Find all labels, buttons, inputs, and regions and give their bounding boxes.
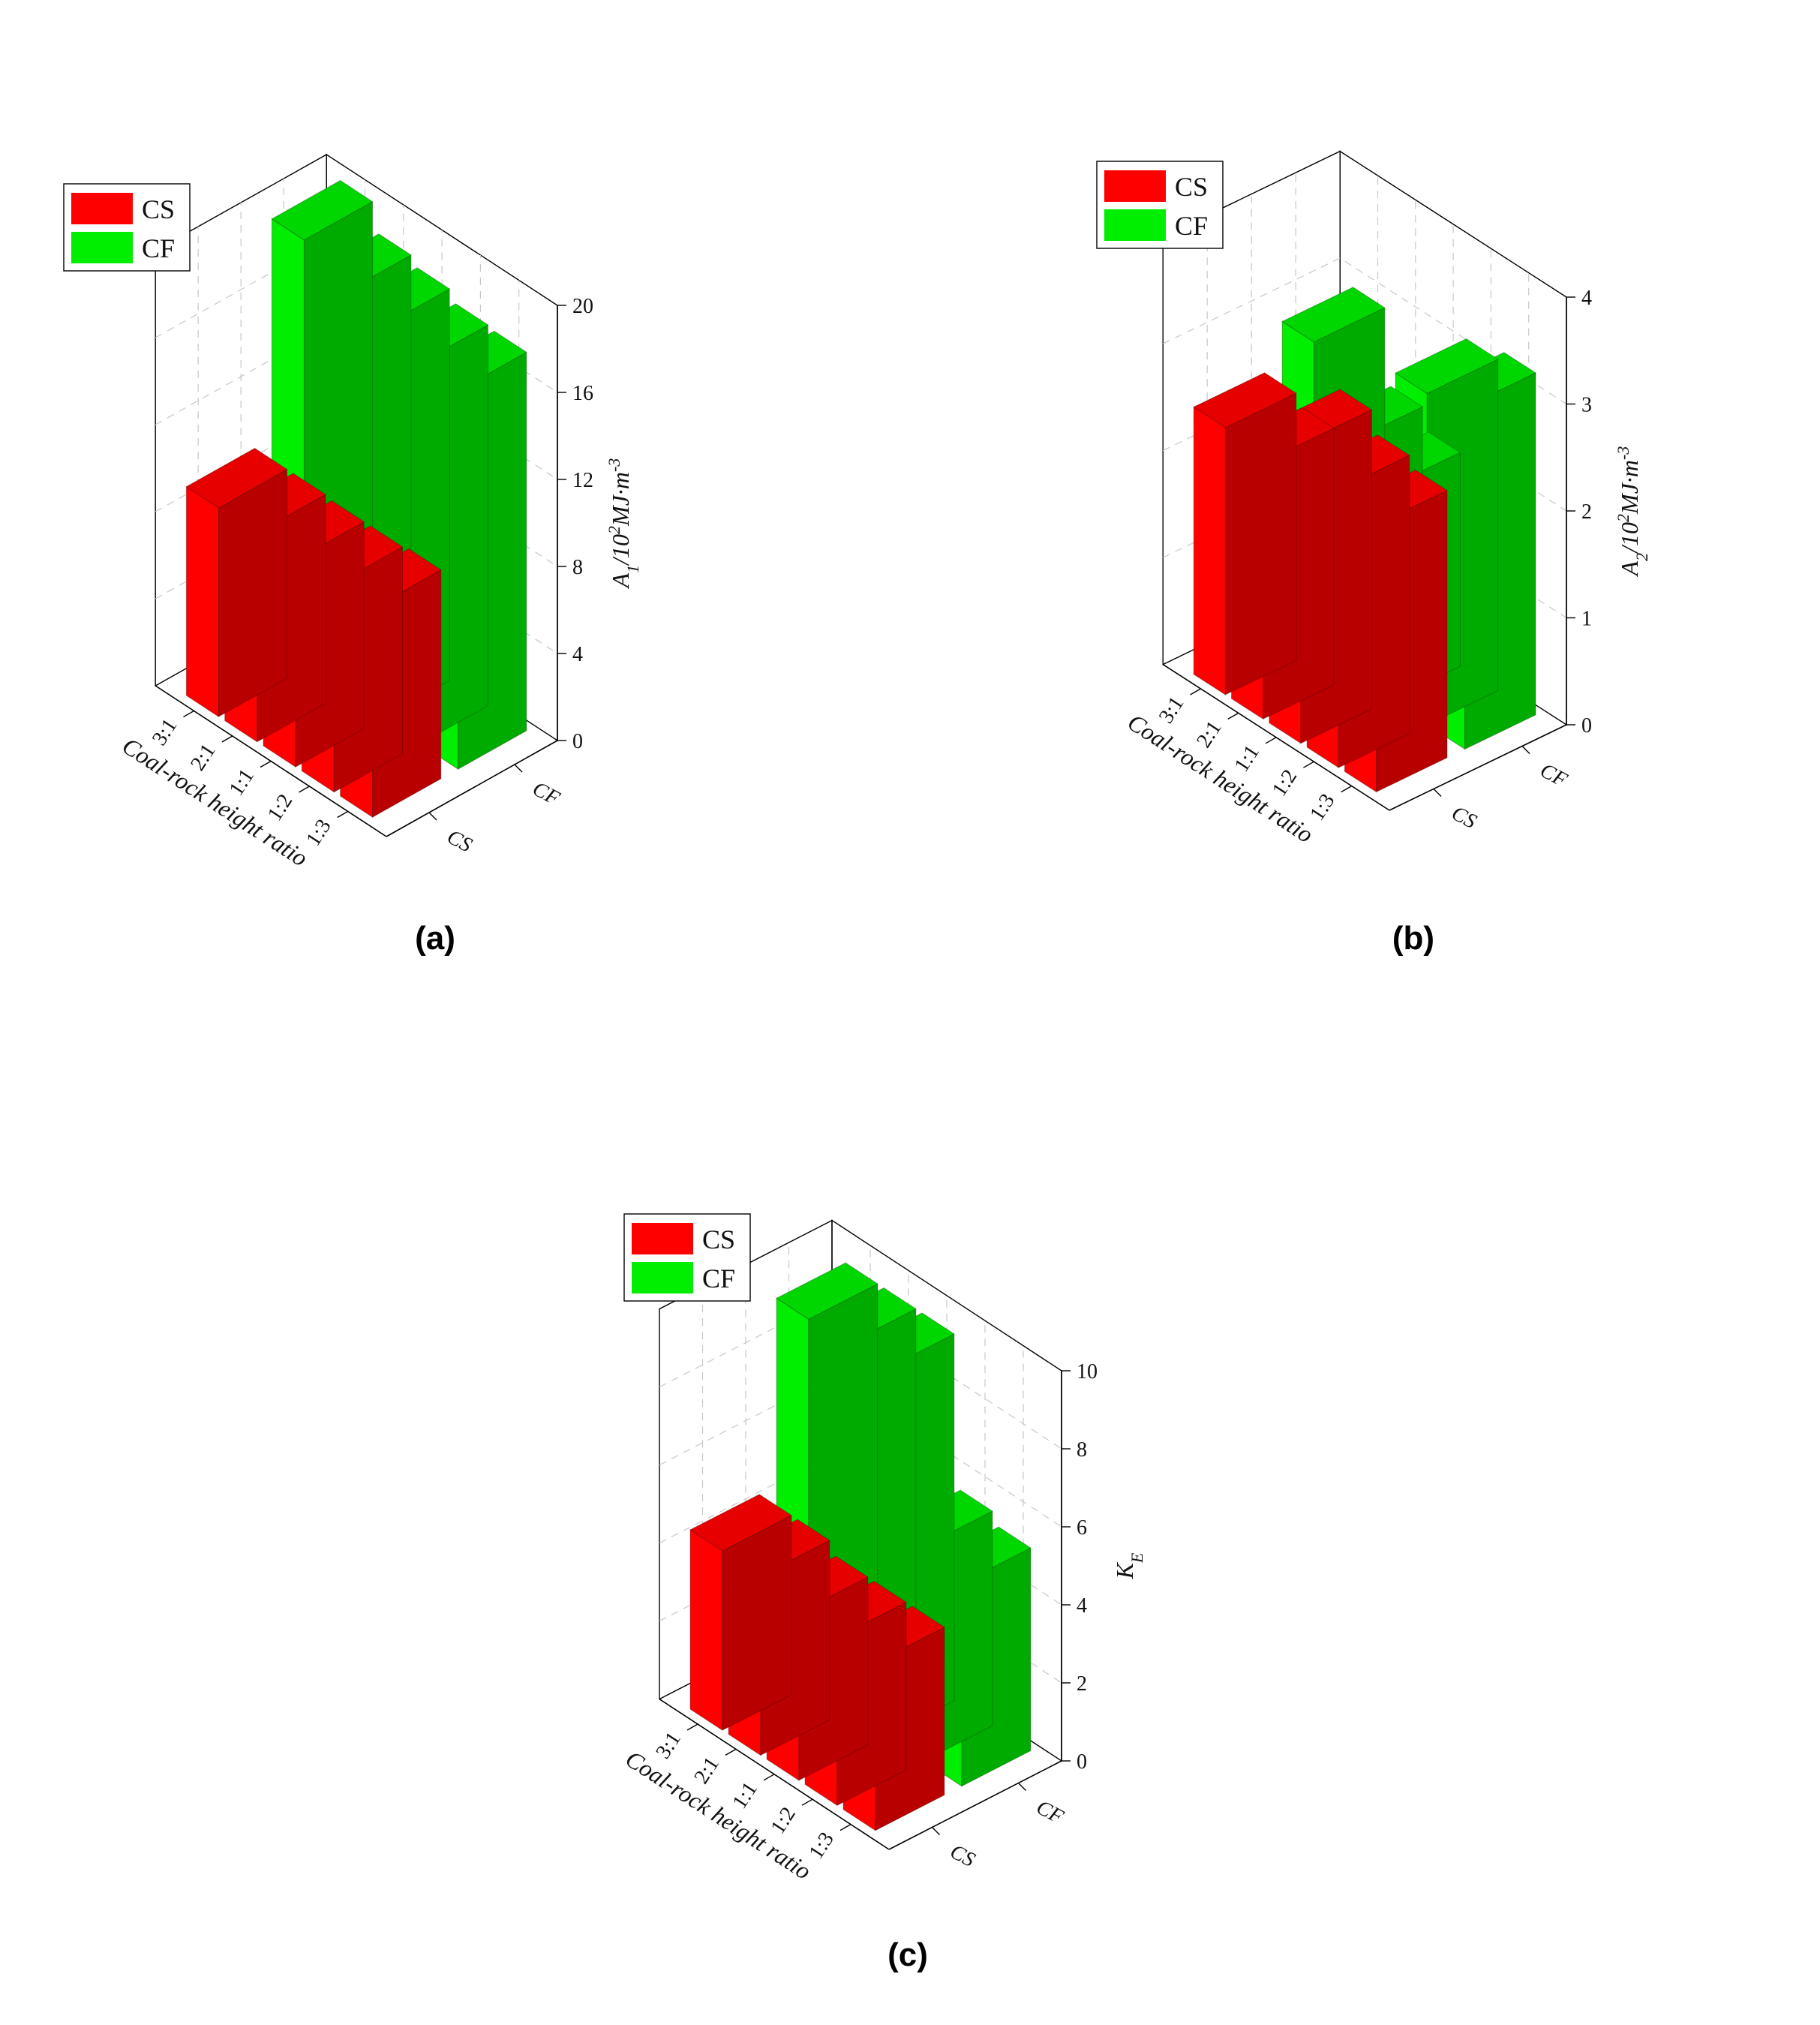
x-tick-mark (260, 760, 272, 768)
z-tick-label: 6 (1077, 1516, 1087, 1540)
panel-label-b: (b) (1392, 920, 1434, 957)
bar-top-face (1395, 338, 1499, 394)
y-tick-mark (514, 764, 523, 773)
legend-swatch-CS (71, 193, 133, 224)
y-tick-label: CS (443, 825, 476, 858)
legend-swatch-CF (71, 232, 133, 263)
bar-side-face (722, 1514, 792, 1731)
bar-CS-3-1 (1193, 372, 1297, 696)
x-tick-mark (801, 1798, 813, 1806)
x-tick-mark (1227, 712, 1239, 720)
y-tick-label: CF (529, 777, 564, 811)
bar-top-face (1193, 372, 1297, 428)
bar-CS-3-1 (689, 1494, 792, 1732)
z-tick-label: 1 (1581, 608, 1592, 631)
x-tick-mark (1341, 785, 1353, 793)
z-tick-label: 0 (1581, 714, 1592, 738)
y-tick-mark (428, 812, 437, 821)
legend-label-CS: CS (142, 194, 175, 224)
legend-label-CS: CS (702, 1224, 735, 1254)
legend-label-CF: CF (1175, 211, 1208, 241)
z-tick-label: 0 (572, 730, 583, 753)
legend-swatch-CS (1104, 170, 1166, 202)
legend-swatch-CS (632, 1223, 693, 1254)
y-axis-line (1389, 724, 1567, 811)
x-tick-mark (337, 810, 349, 819)
bar-top-face (689, 1494, 792, 1552)
y-tick-label: CF (1032, 1795, 1068, 1829)
x-tick-mark (763, 1774, 775, 1781)
legend-label-CF: CF (142, 233, 175, 263)
z-axis-title: A1/102MJ·m-3 (605, 458, 642, 590)
z-tick-label: 8 (572, 556, 583, 579)
x-tick-mark (686, 1723, 698, 1731)
z-tick-label: 4 (1581, 287, 1592, 310)
y-tick-label: CS (1448, 801, 1480, 834)
y-tick-mark (932, 1827, 940, 1835)
y-tick-mark (1521, 746, 1530, 754)
bar-side-face (1224, 392, 1297, 696)
z-tick-label: 2 (1581, 500, 1592, 524)
z-axis-title: KE (1111, 1552, 1146, 1579)
x-tick-mark (1265, 737, 1277, 744)
z-tick-label: 4 (572, 643, 583, 666)
panel-label-a: (a) (415, 920, 455, 957)
y-tick-mark (1018, 1783, 1026, 1791)
bar-top-face (185, 447, 288, 509)
y-axis-line (386, 740, 558, 837)
bar-front-face (1193, 406, 1226, 696)
z-tick-label: 20 (572, 295, 593, 318)
bar-CS-3-1 (185, 447, 288, 718)
z-tick-label: 12 (572, 469, 593, 492)
y-tick-label: CS (946, 1840, 978, 1872)
panel-label-c: (c) (887, 1936, 928, 1973)
legend-swatch-CF (1104, 209, 1166, 241)
legend-swatch-CF (632, 1262, 693, 1293)
legend: CS CF (1096, 161, 1224, 249)
bar-top-face (776, 1262, 878, 1320)
legend: CS CF (63, 183, 191, 272)
x-tick-mark (1190, 688, 1201, 696)
y-tick-label: CF (1536, 759, 1572, 792)
z-tick-label: 0 (1077, 1750, 1087, 1774)
z-axis-title: A2/102MJ·m-3 (1614, 446, 1651, 578)
z-tick-label: 2 (1077, 1672, 1087, 1696)
x-tick-mark (1303, 761, 1314, 768)
bar-side-face (218, 468, 288, 718)
bar-front-face (185, 485, 219, 718)
x-tick-mark (221, 735, 233, 743)
z-tick-label: 8 (1077, 1438, 1087, 1462)
legend: CS CF (623, 1213, 751, 1302)
bar-top-face (1281, 287, 1386, 343)
legend-label-CS: CS (1175, 172, 1208, 202)
x-tick-mark (839, 1823, 851, 1831)
z-tick-label: 16 (572, 382, 593, 405)
x-tick-mark (299, 786, 310, 793)
bar-front-face (689, 1528, 723, 1732)
y-axis-line (888, 1760, 1062, 1850)
x-tick-mark (725, 1748, 737, 1756)
z-tick-label: 10 (1077, 1360, 1098, 1384)
legend-label-CF: CF (702, 1263, 735, 1293)
bar-top-face (271, 179, 374, 241)
x-tick-mark (183, 710, 194, 718)
y-tick-mark (1433, 789, 1442, 797)
z-tick-label: 4 (1077, 1594, 1087, 1618)
z-tick-label: 3 (1581, 394, 1592, 417)
